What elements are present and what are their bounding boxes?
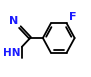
- Text: HN: HN: [3, 48, 21, 58]
- Text: N: N: [9, 16, 18, 26]
- Text: F: F: [69, 12, 76, 22]
